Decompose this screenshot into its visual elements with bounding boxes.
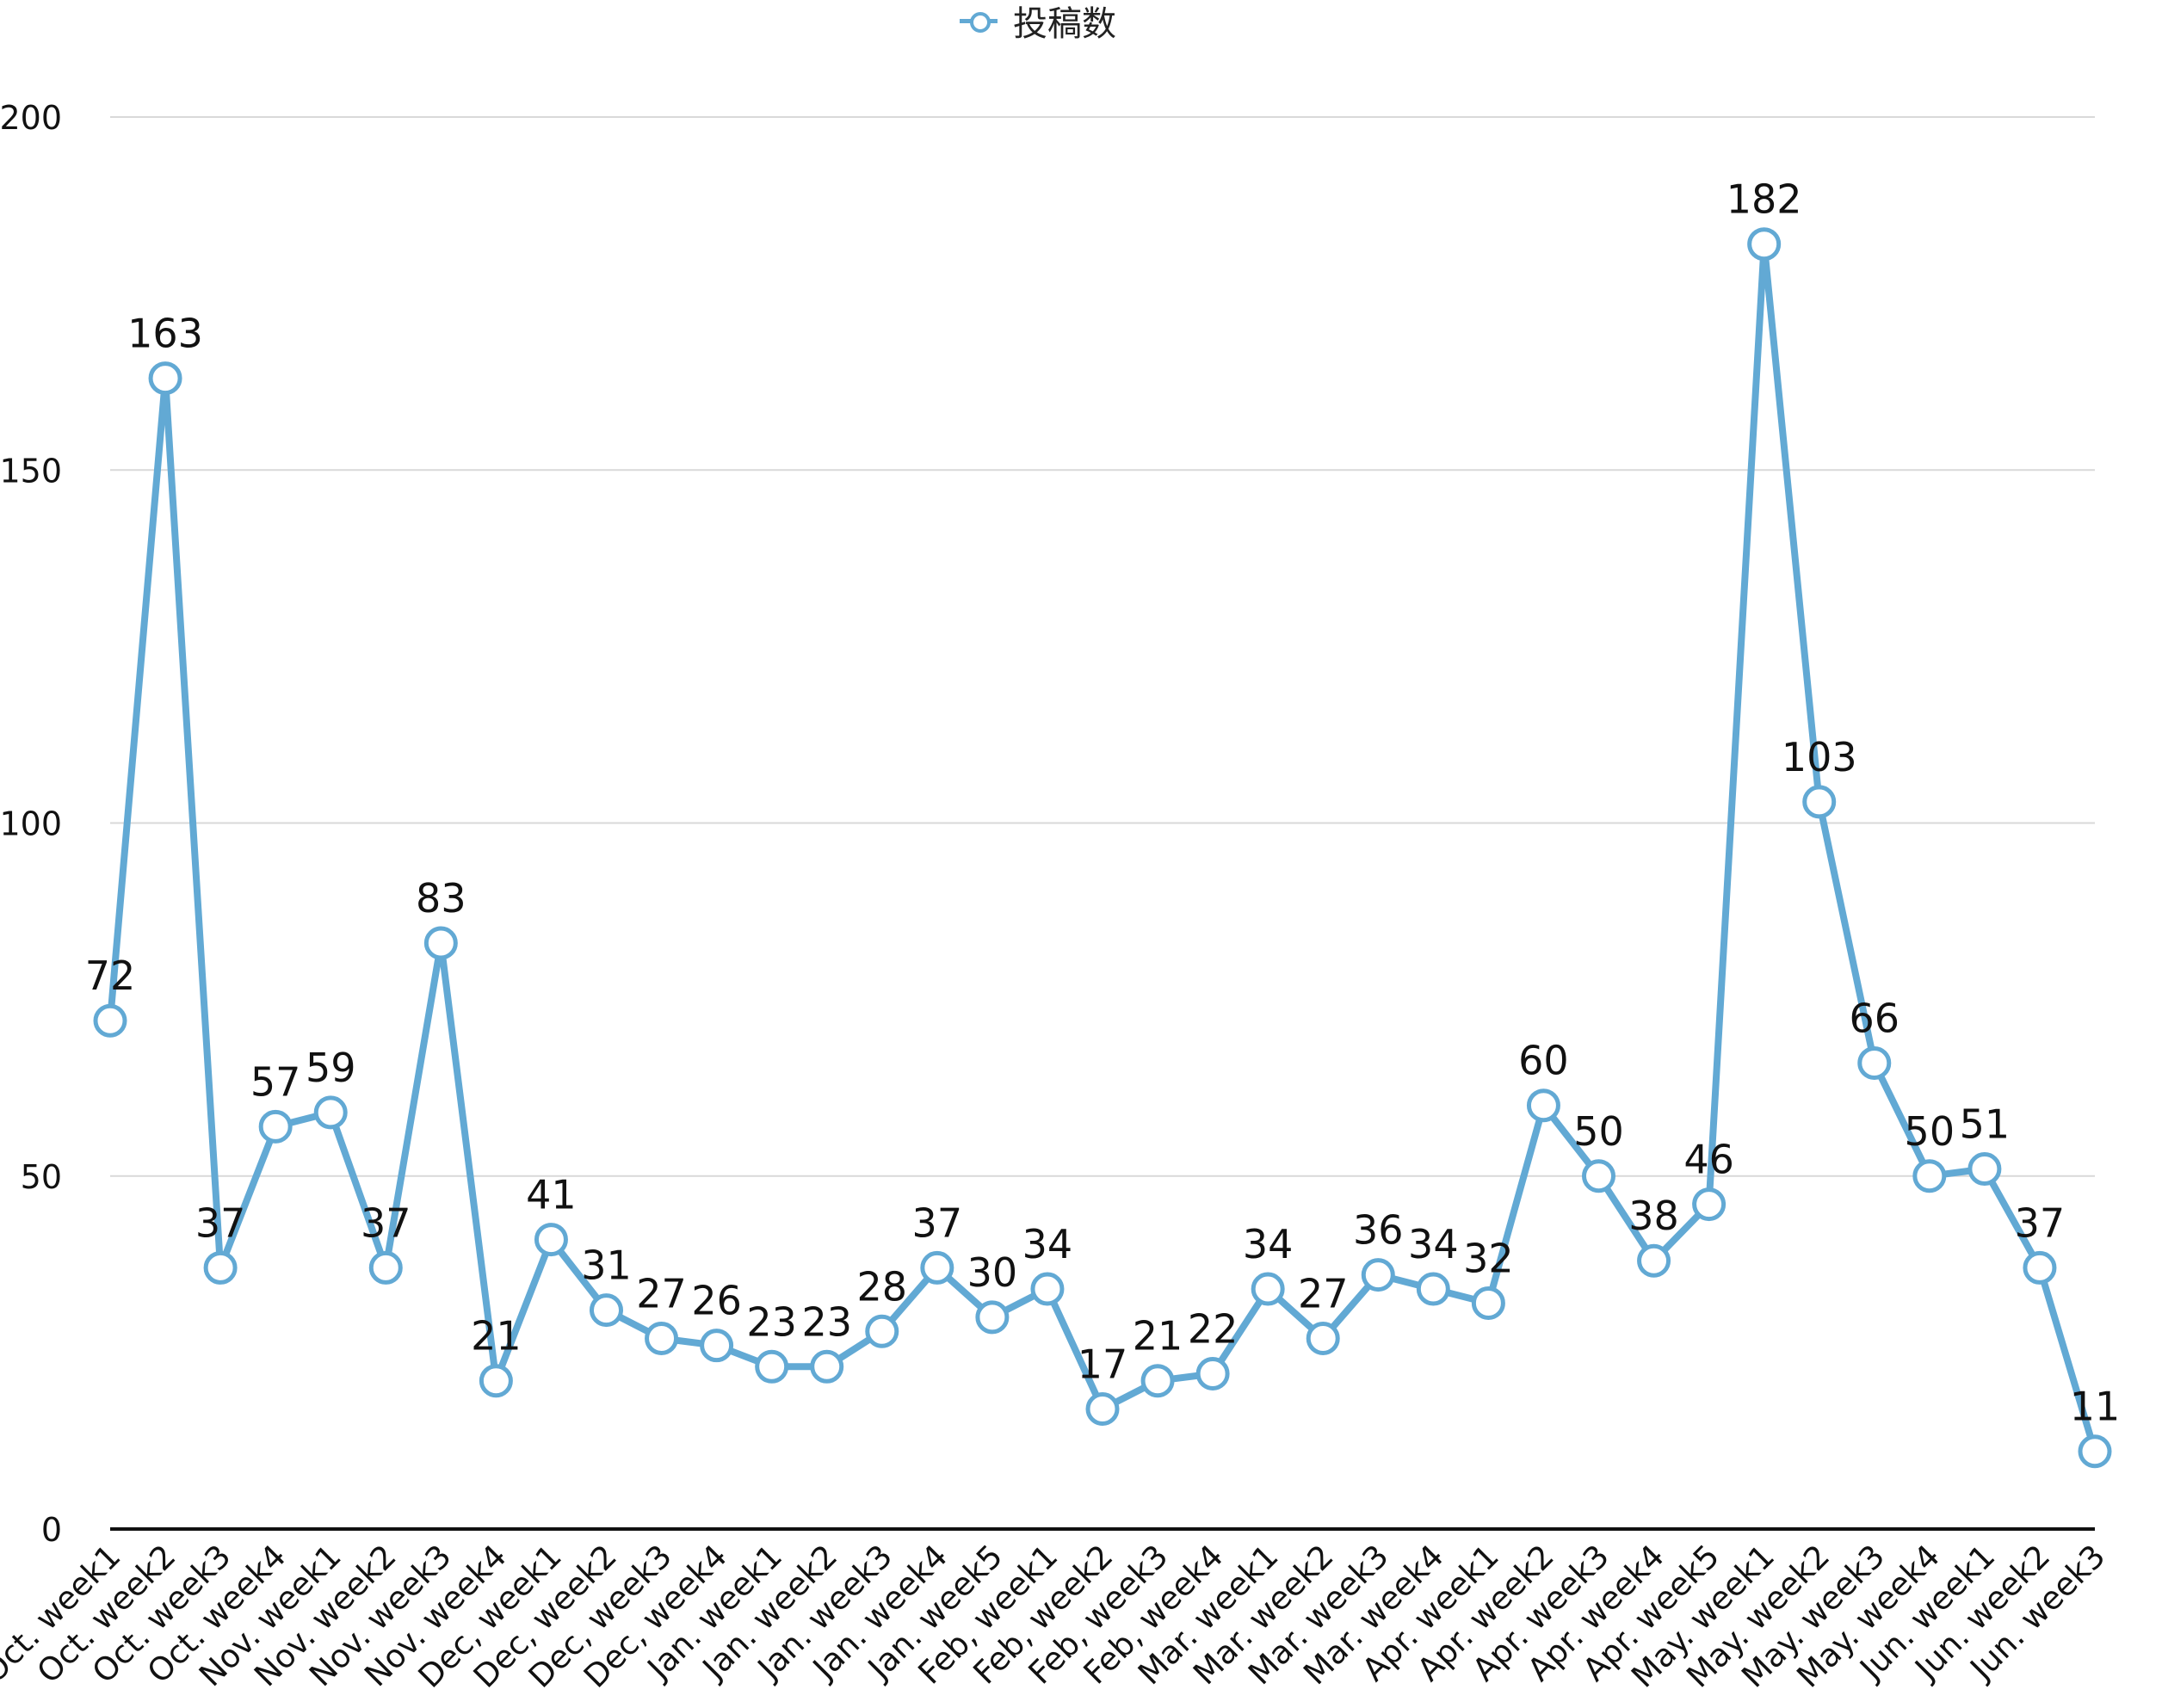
data-point [1140, 1364, 1175, 1398]
data-label: 31 [581, 1242, 632, 1289]
data-label: 182 [1727, 176, 1802, 223]
data-label: 38 [1628, 1193, 1679, 1239]
data-label: 27 [1298, 1270, 1349, 1316]
data-label: 11 [2070, 1384, 2121, 1430]
data-label: 50 [1905, 1108, 1955, 1155]
data-points [93, 227, 2112, 1469]
data-point [1416, 1272, 1450, 1306]
data-point [1471, 1286, 1505, 1320]
data-point [1582, 1159, 1615, 1193]
data-point [975, 1300, 1010, 1335]
y-tick-label: 200 [0, 99, 62, 137]
data-label: 59 [306, 1045, 356, 1091]
data-point [810, 1349, 844, 1384]
data-point [700, 1329, 734, 1363]
data-point [1637, 1243, 1671, 1278]
data-label: 83 [416, 875, 466, 922]
data-label: 34 [1408, 1221, 1459, 1267]
data-point [645, 1321, 679, 1355]
data-label: 37 [2015, 1199, 2066, 1246]
data-point [2078, 1434, 2112, 1469]
data-point [865, 1314, 899, 1348]
data-point [1085, 1392, 1120, 1427]
data-label: 30 [967, 1249, 1018, 1296]
legend-label: 投稿数 [1013, 4, 1116, 44]
chart-legend: 投稿数 [960, 0, 1116, 44]
data-point [1967, 1152, 2002, 1187]
data-point [755, 1349, 789, 1384]
data-point [920, 1250, 954, 1285]
data-label: 36 [1353, 1207, 1404, 1254]
data-point [258, 1109, 293, 1144]
series-line [107, 240, 2098, 1452]
data-label: 72 [85, 953, 136, 999]
data-point [1361, 1258, 1395, 1292]
data-label: 37 [195, 1199, 246, 1246]
data-label: 34 [1022, 1221, 1073, 1267]
data-point [368, 1250, 403, 1285]
data-point [479, 1364, 513, 1398]
data-point [1526, 1088, 1560, 1123]
data-label: 17 [1078, 1341, 1128, 1388]
y-tick-label: 150 [0, 452, 62, 490]
data-label: 21 [471, 1313, 522, 1360]
legend-line-marker-icon [960, 10, 998, 33]
y-tick-label: 100 [0, 805, 62, 843]
data-point [1195, 1356, 1230, 1390]
data-label: 60 [1518, 1038, 1569, 1084]
data-point [1306, 1321, 1340, 1355]
data-point [423, 926, 458, 960]
data-point [1802, 785, 1837, 819]
data-point [93, 1003, 127, 1038]
data-label: 23 [801, 1298, 852, 1345]
data-point [203, 1250, 238, 1285]
data-point [1747, 227, 1782, 262]
data-label: 28 [857, 1263, 908, 1310]
data-label: 22 [1188, 1305, 1239, 1352]
y-tick-label: 0 [41, 1511, 62, 1549]
data-label: 23 [746, 1298, 797, 1345]
data-point [534, 1223, 568, 1257]
data-label: 46 [1683, 1137, 1734, 1183]
data-point [1251, 1272, 1285, 1306]
data-label: 163 [127, 311, 203, 357]
gridlines [110, 116, 2095, 1177]
data-label: 41 [526, 1172, 577, 1218]
data-point [1030, 1272, 1065, 1306]
data-label: 34 [1243, 1221, 1294, 1267]
data-label: 37 [912, 1199, 963, 1246]
data-label: 103 [1782, 734, 1857, 780]
data-point [1912, 1159, 1947, 1193]
data-point [313, 1095, 348, 1130]
data-label: 51 [1960, 1101, 2011, 1148]
data-point [1692, 1187, 1727, 1222]
data-label: 37 [361, 1199, 411, 1246]
data-label: 26 [691, 1278, 742, 1324]
data-point [590, 1293, 623, 1328]
data-label: 50 [1573, 1108, 1624, 1155]
data-point [148, 361, 182, 396]
data-label: 66 [1850, 995, 1900, 1041]
series-lines [107, 240, 2098, 1452]
data-point [2023, 1250, 2057, 1285]
data-label: 57 [250, 1058, 301, 1105]
data-label: 32 [1463, 1235, 1514, 1281]
data-label: 21 [1133, 1313, 1183, 1360]
data-label: 27 [636, 1270, 687, 1316]
y-axis-tick-labels: 0 50 100 150 200 [0, 99, 62, 1549]
y-tick-label: 50 [21, 1158, 62, 1196]
data-point [1857, 1045, 1892, 1080]
